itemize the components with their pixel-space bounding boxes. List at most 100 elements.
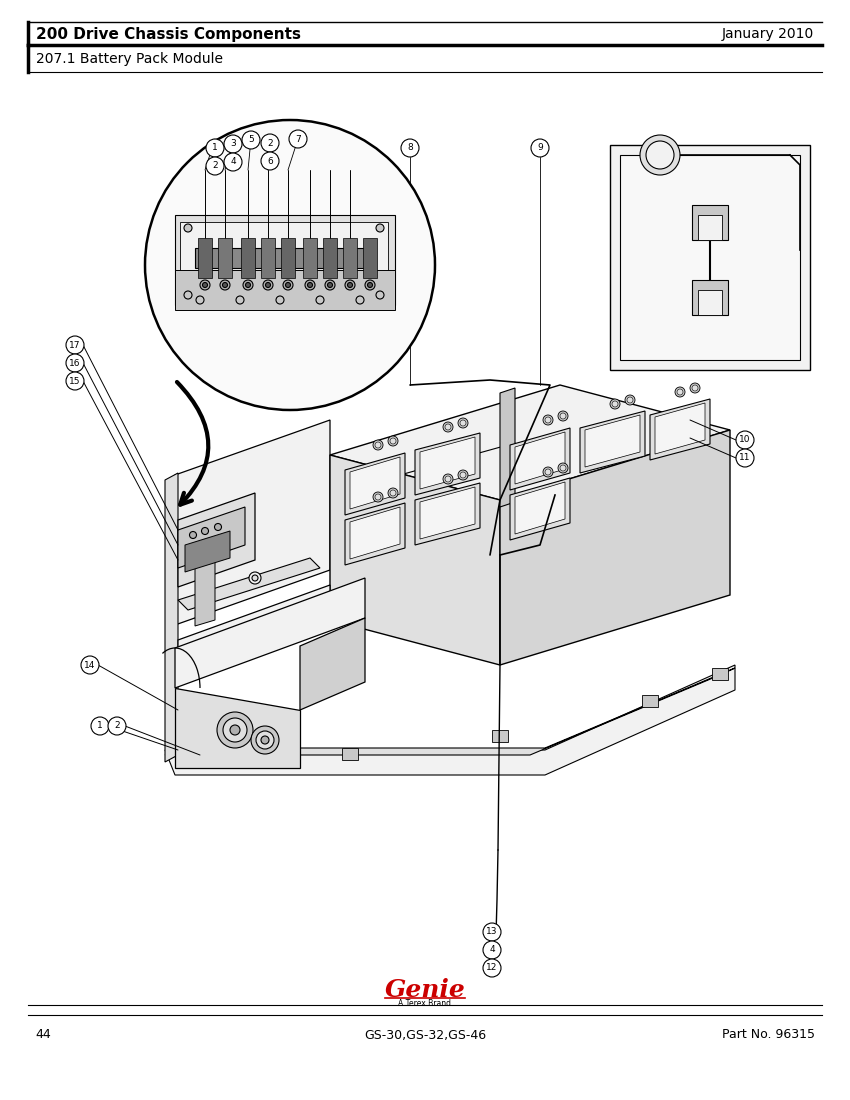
Circle shape [458,418,468,428]
Polygon shape [281,238,295,278]
Circle shape [201,528,208,535]
Circle shape [348,283,353,287]
Circle shape [460,420,466,426]
Circle shape [401,139,419,157]
Circle shape [483,923,501,940]
Circle shape [66,354,84,372]
Circle shape [81,656,99,674]
Circle shape [316,296,324,304]
Circle shape [558,411,568,421]
Polygon shape [650,399,710,460]
Polygon shape [175,578,365,688]
Circle shape [200,280,210,290]
Circle shape [265,283,270,287]
Polygon shape [420,437,475,490]
Circle shape [276,296,284,304]
Circle shape [242,131,260,149]
Circle shape [373,440,383,450]
Text: 16: 16 [69,359,81,367]
Text: 1: 1 [97,722,103,730]
Polygon shape [195,248,375,268]
Circle shape [206,139,224,157]
Circle shape [388,488,398,498]
Circle shape [375,494,381,501]
Bar [712,668,728,680]
Circle shape [145,120,435,410]
Polygon shape [178,493,255,587]
Circle shape [390,438,396,444]
Polygon shape [500,388,515,507]
Text: GS-30,GS-32,GS-46: GS-30,GS-32,GS-46 [364,1028,486,1042]
Circle shape [308,283,313,287]
Circle shape [483,940,501,959]
Text: 5: 5 [248,135,254,144]
Circle shape [263,280,273,290]
Circle shape [217,712,253,748]
Circle shape [224,153,242,170]
Polygon shape [180,222,388,298]
Text: 12: 12 [486,964,498,972]
Polygon shape [510,478,570,540]
Polygon shape [185,531,230,572]
Polygon shape [323,238,337,278]
Polygon shape [261,238,275,278]
Circle shape [261,152,279,170]
Polygon shape [620,155,800,360]
Text: 9: 9 [537,143,543,153]
Polygon shape [350,456,400,509]
Polygon shape [580,411,645,473]
Polygon shape [345,453,405,515]
Polygon shape [415,433,480,495]
Circle shape [184,224,192,232]
Polygon shape [175,270,395,310]
Polygon shape [655,403,705,454]
Text: 11: 11 [740,453,751,462]
Circle shape [230,725,240,735]
Polygon shape [510,428,570,490]
Polygon shape [585,415,640,468]
Bar [342,748,358,760]
Circle shape [612,402,618,407]
Circle shape [558,463,568,473]
Circle shape [223,718,247,743]
Text: 6: 6 [267,156,273,165]
Circle shape [560,465,566,471]
Polygon shape [241,238,255,278]
Circle shape [445,476,451,482]
Circle shape [224,135,242,153]
Circle shape [246,283,251,287]
Bar [492,730,508,743]
Circle shape [91,717,109,735]
Polygon shape [698,214,722,240]
Text: 10: 10 [740,436,751,444]
Text: 13: 13 [486,927,498,936]
Circle shape [543,468,553,477]
Polygon shape [303,238,317,278]
Circle shape [289,130,307,148]
Circle shape [365,280,375,290]
Polygon shape [515,432,565,484]
Circle shape [545,469,551,475]
Circle shape [445,424,451,430]
Polygon shape [175,420,330,625]
Circle shape [184,292,192,299]
Circle shape [627,397,633,403]
Circle shape [736,431,754,449]
Circle shape [460,472,466,478]
Polygon shape [178,507,245,568]
Polygon shape [178,558,320,611]
Circle shape [376,292,384,299]
Circle shape [443,474,453,484]
Polygon shape [610,145,810,370]
Circle shape [690,383,700,393]
Circle shape [196,296,204,304]
Bar [642,695,658,707]
Circle shape [108,717,126,735]
Circle shape [373,492,383,502]
Polygon shape [198,238,212,278]
Circle shape [286,283,291,287]
Circle shape [283,280,293,290]
Circle shape [531,139,549,157]
Polygon shape [692,280,728,315]
Circle shape [236,296,244,304]
